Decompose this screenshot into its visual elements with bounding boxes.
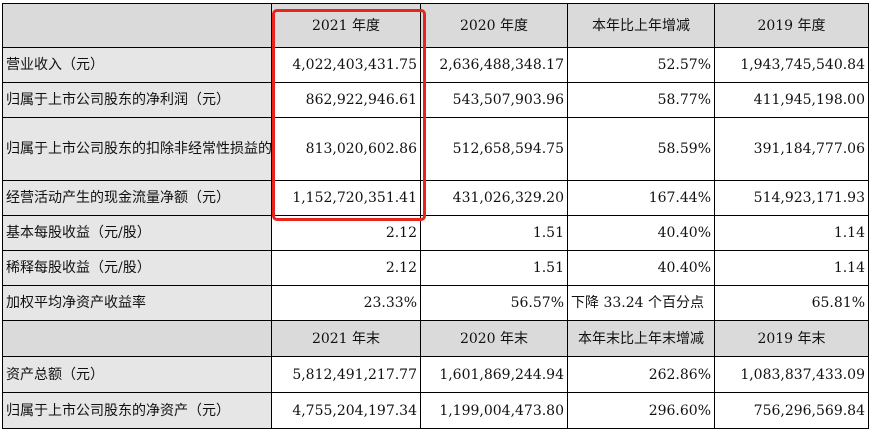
value-2021: 862,922,946.61 bbox=[271, 82, 421, 118]
value-change: 40.40% bbox=[567, 215, 715, 251]
value-2019: 1.14 bbox=[714, 215, 869, 251]
table-row: 基本每股收益（元/股） 2.12 1.51 40.40% 1.14 bbox=[2, 215, 869, 251]
header-2019: 2019 年度 bbox=[714, 3, 869, 48]
value-2020: 56.57% bbox=[420, 285, 568, 321]
row-label: 基本每股收益（元/股） bbox=[2, 215, 272, 251]
value-2021: 4,022,403,431.75 bbox=[271, 47, 421, 83]
value-2020: 1,199,004,473.80 bbox=[420, 392, 568, 429]
table-row: 营业收入（元） 4,022,403,431.75 2,636,488,348.1… bbox=[2, 47, 869, 83]
value-2020: 2,636,488,348.17 bbox=[420, 47, 568, 83]
row-label: 经营活动产生的现金流量净额（元） bbox=[2, 180, 272, 216]
value-change: 262.86% bbox=[567, 356, 715, 393]
header-change-end: 本年末比上年末增减 bbox=[567, 320, 715, 357]
table-row: 归属于上市公司股东的扣除非经常性损益的净利润（元） 813,020,602.86… bbox=[2, 117, 869, 181]
value-2021: 813,020,602.86 bbox=[271, 117, 421, 181]
value-2021: 4,755,204,197.34 bbox=[271, 392, 421, 429]
value-change: 52.57% bbox=[567, 47, 715, 83]
value-2020: 431,026,329.20 bbox=[420, 180, 568, 216]
value-2019: 756,296,569.84 bbox=[714, 392, 869, 429]
value-2019: 1,083,837,433.09 bbox=[714, 356, 869, 393]
table-row: 加权平均净资产收益率 23.33% 56.57% 下降 33.24 个百分点 6… bbox=[2, 285, 869, 321]
financial-summary-table: 2021 年度 2020 年度 本年比上年增减 2019 年度 营业收入（元） … bbox=[2, 3, 869, 429]
table-row: 资产总额（元） 5,812,491,217.77 1,601,869,244.9… bbox=[2, 356, 869, 393]
value-2019: 65.81% bbox=[714, 285, 869, 321]
table-row: 归属于上市公司股东的净利润（元） 862,922,946.61 543,507,… bbox=[2, 82, 869, 118]
value-2020: 543,507,903.96 bbox=[420, 82, 568, 118]
value-change: 下降 33.24 个百分点 bbox=[567, 285, 715, 321]
value-change: 167.44% bbox=[567, 180, 715, 216]
header-row-annual: 2021 年度 2020 年度 本年比上年增减 2019 年度 bbox=[2, 3, 869, 48]
row-label: 资产总额（元） bbox=[2, 356, 272, 393]
value-2020: 512,658,594.75 bbox=[420, 117, 568, 181]
value-2020: 1.51 bbox=[420, 250, 568, 286]
value-change: 40.40% bbox=[567, 250, 715, 286]
row-label: 稀释每股收益（元/股） bbox=[2, 250, 272, 286]
header-2020: 2020 年度 bbox=[420, 3, 568, 48]
value-2019: 1.14 bbox=[714, 250, 869, 286]
table-row: 经营活动产生的现金流量净额（元） 1,152,720,351.41 431,02… bbox=[2, 180, 869, 216]
value-2019: 411,945,198.00 bbox=[714, 82, 869, 118]
header-2021-end: 2021 年末 bbox=[271, 320, 421, 357]
header-2019-end: 2019 年末 bbox=[714, 320, 869, 357]
header-corner-cell bbox=[2, 320, 272, 357]
table-row: 稀释每股收益（元/股） 2.12 1.51 40.40% 1.14 bbox=[2, 250, 869, 286]
value-2019: 391,184,777.06 bbox=[714, 117, 869, 181]
value-2021: 1,152,720,351.41 bbox=[271, 180, 421, 216]
value-2021: 23.33% bbox=[271, 285, 421, 321]
row-label: 归属于上市公司股东的扣除非经常性损益的净利润（元） bbox=[2, 117, 272, 181]
value-2021: 2.12 bbox=[271, 250, 421, 286]
value-change: 58.59% bbox=[567, 117, 715, 181]
value-change: 296.60% bbox=[567, 392, 715, 429]
header-2021: 2021 年度 bbox=[271, 3, 421, 48]
row-label: 加权平均净资产收益率 bbox=[2, 285, 272, 321]
header-2020-end: 2020 年末 bbox=[420, 320, 568, 357]
header-corner-cell bbox=[2, 3, 272, 48]
row-label: 营业收入（元） bbox=[2, 47, 272, 83]
value-2019: 1,943,745,540.84 bbox=[714, 47, 869, 83]
value-2021: 2.12 bbox=[271, 215, 421, 251]
table-row: 归属于上市公司股东的净资产（元） 4,755,204,197.34 1,199,… bbox=[2, 392, 869, 429]
value-2020: 1.51 bbox=[420, 215, 568, 251]
value-change: 58.77% bbox=[567, 82, 715, 118]
value-2019: 514,923,171.93 bbox=[714, 180, 869, 216]
header-change: 本年比上年增减 bbox=[567, 3, 715, 48]
row-label: 归属于上市公司股东的净利润（元） bbox=[2, 82, 272, 118]
value-2021: 5,812,491,217.77 bbox=[271, 356, 421, 393]
header-row-yearend: 2021 年末 2020 年末 本年末比上年末增减 2019 年末 bbox=[2, 320, 869, 357]
value-2020: 1,601,869,244.94 bbox=[420, 356, 568, 393]
row-label: 归属于上市公司股东的净资产（元） bbox=[2, 392, 272, 429]
